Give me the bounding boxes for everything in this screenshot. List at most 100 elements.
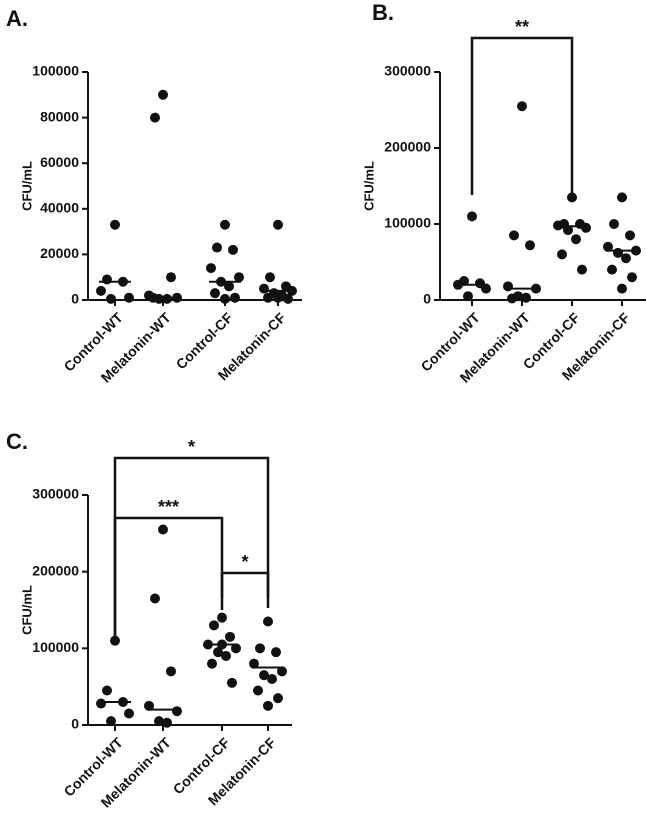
significance-label: * <box>241 552 248 572</box>
y-tick-label: 200000 <box>384 139 431 155</box>
data-point <box>210 288 220 299</box>
y-tick-label: 100000 <box>32 63 79 79</box>
data-point <box>230 292 240 303</box>
significance-label: * <box>188 437 195 457</box>
data-point <box>557 249 567 260</box>
y-tick-label: 0 <box>71 716 79 732</box>
data-point <box>213 647 223 658</box>
data-point <box>273 219 283 230</box>
data-point <box>96 698 106 709</box>
significance-label: ** <box>515 17 529 37</box>
significance-bracket <box>113 516 224 640</box>
y-tick-label: 40000 <box>40 200 79 216</box>
data-point <box>231 643 241 654</box>
data-point <box>621 253 631 264</box>
data-point <box>224 281 234 292</box>
data-point <box>212 242 222 253</box>
data-point <box>517 101 527 112</box>
data-point <box>249 658 259 669</box>
data-point <box>521 292 531 303</box>
data-point <box>263 616 273 627</box>
data-point <box>102 685 112 696</box>
data-point <box>166 272 176 283</box>
data-point <box>571 234 581 245</box>
panel-label: B. <box>372 0 394 25</box>
y-tick-label: 0 <box>71 291 79 307</box>
significance-label: *** <box>158 497 179 517</box>
data-point <box>207 658 217 669</box>
data-point <box>162 717 172 728</box>
data-point <box>267 674 277 684</box>
data-point <box>110 635 120 646</box>
data-point <box>507 293 517 304</box>
data-point <box>603 241 613 252</box>
significance-bracket <box>470 36 574 198</box>
data-point <box>263 700 273 711</box>
data-point <box>124 292 134 303</box>
data-point <box>273 292 283 303</box>
data-point <box>525 240 535 251</box>
data-point <box>463 291 473 302</box>
panel-label: A. <box>6 6 28 31</box>
data-point <box>158 524 168 535</box>
y-tick-label: 300000 <box>384 63 431 79</box>
y-tick-label: 0 <box>423 291 431 307</box>
data-point <box>609 219 619 229</box>
data-point <box>563 225 573 236</box>
data-point <box>273 693 283 704</box>
data-point <box>220 293 230 304</box>
y-tick-label: 300000 <box>32 486 79 502</box>
data-point <box>271 647 281 658</box>
y-axis-label: CFU/mL <box>19 161 34 211</box>
data-point <box>627 272 637 283</box>
data-point <box>221 651 231 661</box>
data-point <box>259 283 269 294</box>
data-point <box>172 706 182 717</box>
y-tick-label: 80000 <box>40 108 79 124</box>
data-point <box>209 620 219 631</box>
y-axis-label: CFU/mL <box>19 585 34 635</box>
data-point <box>217 612 227 623</box>
data-point <box>220 219 230 230</box>
data-point <box>150 112 160 123</box>
data-point <box>144 700 154 711</box>
data-point <box>106 716 116 727</box>
data-point <box>607 264 617 275</box>
y-tick-label: 200000 <box>32 562 79 578</box>
data-point <box>481 283 491 294</box>
data-point <box>255 643 265 654</box>
panel-label: C. <box>6 429 28 454</box>
data-point <box>158 89 168 100</box>
data-point <box>509 230 519 241</box>
data-point <box>228 244 238 255</box>
data-point <box>265 272 275 283</box>
data-point <box>467 211 477 222</box>
data-point <box>110 219 120 230</box>
data-point <box>577 264 587 275</box>
y-tick-label: 60000 <box>40 154 79 170</box>
data-point <box>206 263 216 274</box>
data-point <box>581 222 591 233</box>
y-tick-label: 100000 <box>32 639 79 655</box>
data-point <box>150 593 160 604</box>
data-point <box>154 716 164 727</box>
data-point <box>106 293 116 304</box>
significance-bracket <box>220 571 270 610</box>
data-point <box>166 666 176 677</box>
data-point <box>253 685 263 696</box>
data-point <box>277 666 287 677</box>
y-tick-label: 100000 <box>384 215 431 231</box>
y-axis-label: CFU/mL <box>361 161 376 211</box>
data-point <box>102 274 112 285</box>
data-point <box>503 281 513 292</box>
data-point <box>617 192 627 203</box>
data-point <box>234 272 244 283</box>
data-point <box>263 292 273 303</box>
data-point <box>625 230 635 241</box>
significance-bracket <box>113 456 270 640</box>
y-tick-label: 20000 <box>40 245 79 261</box>
data-point <box>96 285 106 296</box>
data-point <box>617 283 627 294</box>
